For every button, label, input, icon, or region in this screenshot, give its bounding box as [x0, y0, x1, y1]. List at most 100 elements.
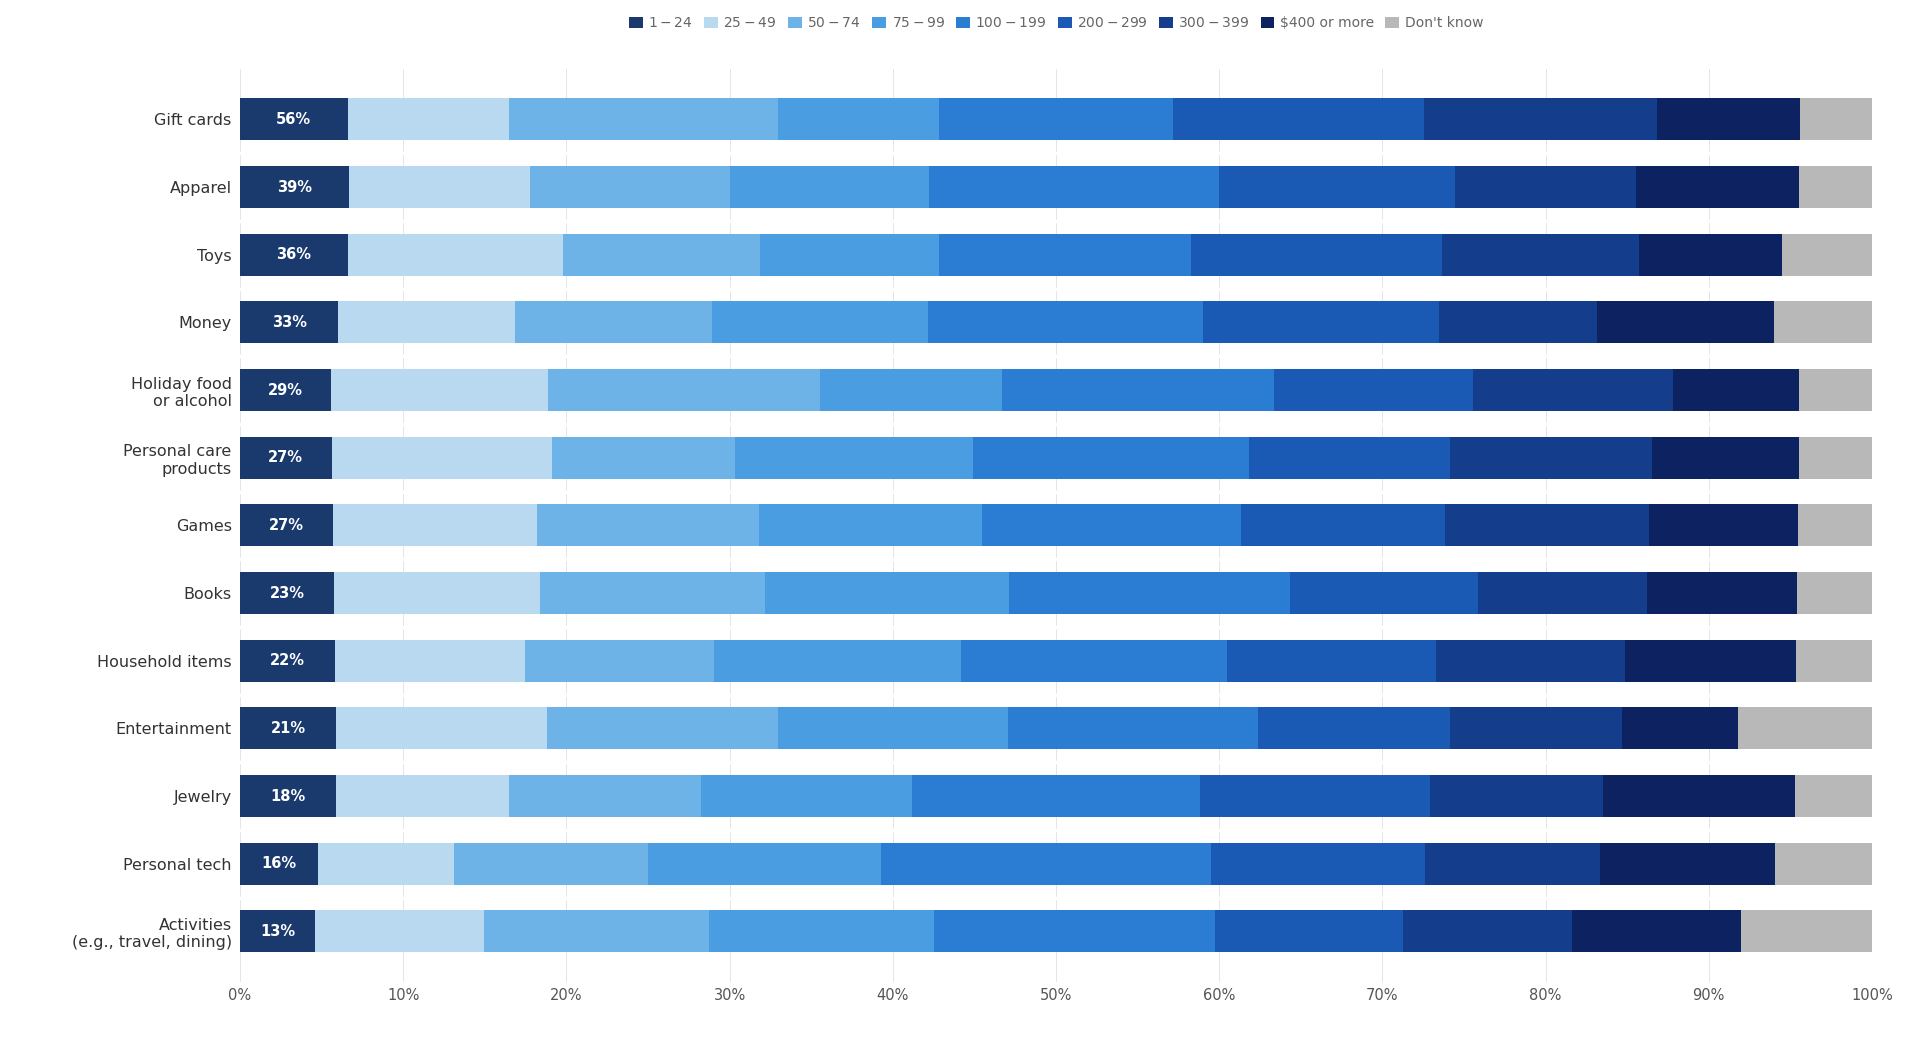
Bar	[1173, 98, 1423, 140]
Bar	[334, 572, 540, 614]
Bar	[1404, 910, 1572, 953]
Bar	[1738, 708, 1872, 750]
Bar	[1450, 708, 1622, 750]
Bar	[332, 437, 551, 478]
Bar	[348, 233, 563, 276]
Bar	[1626, 640, 1795, 682]
Text: 36%: 36%	[276, 247, 311, 262]
Bar	[649, 843, 881, 885]
Bar	[1430, 775, 1603, 817]
Bar	[1649, 505, 1797, 546]
Bar	[484, 910, 708, 953]
Bar	[1795, 640, 1872, 682]
Bar	[453, 843, 649, 885]
Bar	[338, 301, 515, 343]
Bar	[1799, 166, 1872, 208]
Bar	[1597, 301, 1774, 343]
Bar	[1599, 843, 1774, 885]
Bar	[929, 166, 1219, 208]
Bar	[1797, 572, 1872, 614]
Bar	[1657, 98, 1801, 140]
Bar	[1799, 369, 1872, 411]
Bar	[540, 572, 766, 614]
Bar	[317, 843, 453, 885]
Bar	[1190, 233, 1442, 276]
Bar	[240, 166, 349, 208]
Text: 13%: 13%	[259, 924, 296, 939]
Bar	[1215, 910, 1404, 953]
Bar	[538, 505, 758, 546]
Bar	[1423, 98, 1657, 140]
Bar	[1455, 166, 1636, 208]
Bar	[240, 437, 332, 478]
Bar	[1636, 166, 1799, 208]
Bar	[1227, 640, 1436, 682]
Bar	[708, 910, 933, 953]
Bar	[735, 437, 973, 478]
Bar	[509, 98, 778, 140]
Bar	[349, 166, 530, 208]
Bar	[1204, 301, 1440, 343]
Bar	[240, 369, 330, 411]
Bar	[760, 233, 939, 276]
Bar	[1799, 437, 1872, 478]
Bar	[1774, 843, 1872, 885]
Bar	[1219, 166, 1455, 208]
Bar	[1647, 572, 1797, 614]
Bar	[334, 640, 524, 682]
Bar	[315, 910, 484, 953]
Bar	[1442, 233, 1640, 276]
Bar	[730, 166, 929, 208]
Bar	[1450, 437, 1651, 478]
Bar	[240, 708, 336, 750]
Bar	[332, 505, 538, 546]
Bar	[1436, 640, 1626, 682]
Bar	[778, 708, 1008, 750]
Text: 56%: 56%	[276, 112, 311, 127]
Text: 21%: 21%	[271, 721, 305, 736]
Bar	[1603, 775, 1795, 817]
Bar	[240, 301, 338, 343]
Bar	[1622, 708, 1738, 750]
Bar	[1290, 572, 1478, 614]
Text: 22%: 22%	[271, 654, 305, 668]
Bar	[1008, 708, 1258, 750]
Bar	[820, 369, 1002, 411]
Bar	[1002, 369, 1273, 411]
Bar	[712, 301, 927, 343]
Bar	[1212, 843, 1425, 885]
Bar	[530, 166, 730, 208]
Bar	[240, 572, 334, 614]
Bar	[881, 843, 1212, 885]
Bar	[981, 505, 1242, 546]
Bar	[1801, 98, 1872, 140]
Bar	[330, 369, 549, 411]
Bar	[509, 775, 701, 817]
Legend: $1-$24, $25-$49, $50-$74, $75-$99, $100-$199, $200-$299, $300-$399, $400 or more: $1-$24, $25-$49, $50-$74, $75-$99, $100-…	[628, 16, 1484, 31]
Bar	[549, 369, 820, 411]
Text: 33%: 33%	[271, 315, 307, 329]
Bar	[240, 843, 317, 885]
Bar	[1741, 910, 1872, 953]
Bar	[240, 640, 334, 682]
Bar	[912, 775, 1200, 817]
Bar	[240, 775, 336, 817]
Bar	[1797, 505, 1872, 546]
Bar	[240, 233, 348, 276]
Bar	[1242, 505, 1446, 546]
Bar	[758, 505, 981, 546]
Bar	[1258, 708, 1450, 750]
Bar	[1640, 233, 1782, 276]
Bar	[524, 640, 714, 682]
Bar	[1010, 572, 1290, 614]
Bar	[927, 301, 1204, 343]
Bar	[1425, 843, 1599, 885]
Bar	[551, 437, 735, 478]
Bar	[714, 640, 962, 682]
Bar	[1446, 505, 1649, 546]
Bar	[939, 98, 1173, 140]
Bar	[1672, 369, 1799, 411]
Text: 16%: 16%	[261, 856, 296, 871]
Bar	[563, 233, 760, 276]
Bar	[766, 572, 1010, 614]
